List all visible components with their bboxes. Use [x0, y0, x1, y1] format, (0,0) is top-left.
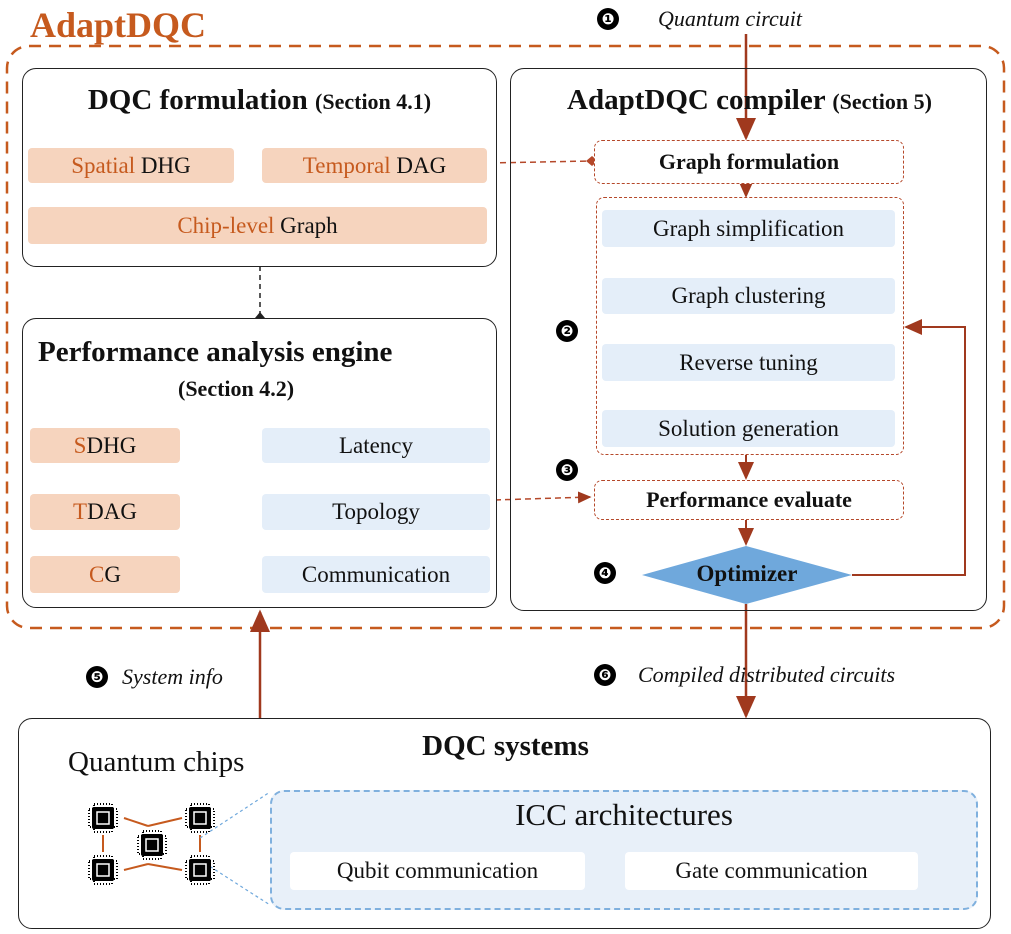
dqc-systems-title: DQC systems [422, 730, 589, 762]
chip-icon [185, 855, 215, 885]
performance-evaluate: Performance evaluate [594, 480, 904, 520]
graph-simplification: Graph simplification [602, 210, 895, 247]
compiler-title: AdaptDQC compiler (Section 5) [567, 84, 932, 116]
optimizer-diamond [642, 546, 852, 604]
temporal-to-graph-link [489, 160, 591, 164]
feedback-loop-arrow [852, 319, 966, 576]
solution-generation: Solution generation [602, 410, 895, 447]
engine-title: Performance analysis engine [38, 336, 393, 368]
quantum-chips-label: Quantum chips [68, 746, 245, 778]
qubit-communication: Qubit communication [290, 852, 585, 890]
step-6-badge: ❻ [594, 664, 616, 686]
compiler-panel [510, 68, 987, 611]
engine-section: (Section 4.2) [178, 376, 295, 401]
graph-clustering: Graph clustering [602, 278, 895, 314]
step-5-badge: ❺ [86, 666, 108, 688]
temporal-dag: Temporal DAG [262, 148, 487, 183]
chip-icon [137, 830, 167, 860]
optimizer-label: Optimizer [696, 561, 798, 586]
tdag: T DAG [30, 494, 180, 530]
graph-formulation: Graph formulation [594, 140, 904, 184]
quantum-circuit-label: Quantum circuit [658, 6, 802, 31]
latency: Latency [262, 428, 490, 463]
icc-architectures-panel [270, 790, 978, 910]
chip-icon [88, 855, 118, 885]
spatial-dhg: Spatial DHG [28, 148, 234, 183]
step-1-badge: ❶ [597, 8, 619, 30]
sdhg: S DHG [30, 428, 180, 463]
icc-title: ICC architectures [515, 797, 733, 832]
topology: Topology [262, 494, 490, 530]
compiled-circuits-label: Compiled distributed circuits [638, 662, 896, 687]
chip-icon [185, 803, 215, 833]
gate-communication: Gate communication [625, 852, 918, 890]
chip-icon [88, 803, 118, 833]
step-4-badge: ❹ [594, 562, 616, 584]
system-info-label: System info [122, 664, 223, 689]
communication: Communication [262, 556, 490, 593]
chip-level-graph: Chip-level Graph [28, 207, 487, 244]
step-3-badge: ❸ [556, 459, 578, 481]
formulation-title: DQC formulation (Section 4.1) [87, 84, 432, 116]
adaptdqc-title: AdaptDQC [30, 5, 207, 45]
reverse-tuning: Reverse tuning [602, 344, 895, 381]
step-2-badge: ❷ [556, 320, 578, 342]
